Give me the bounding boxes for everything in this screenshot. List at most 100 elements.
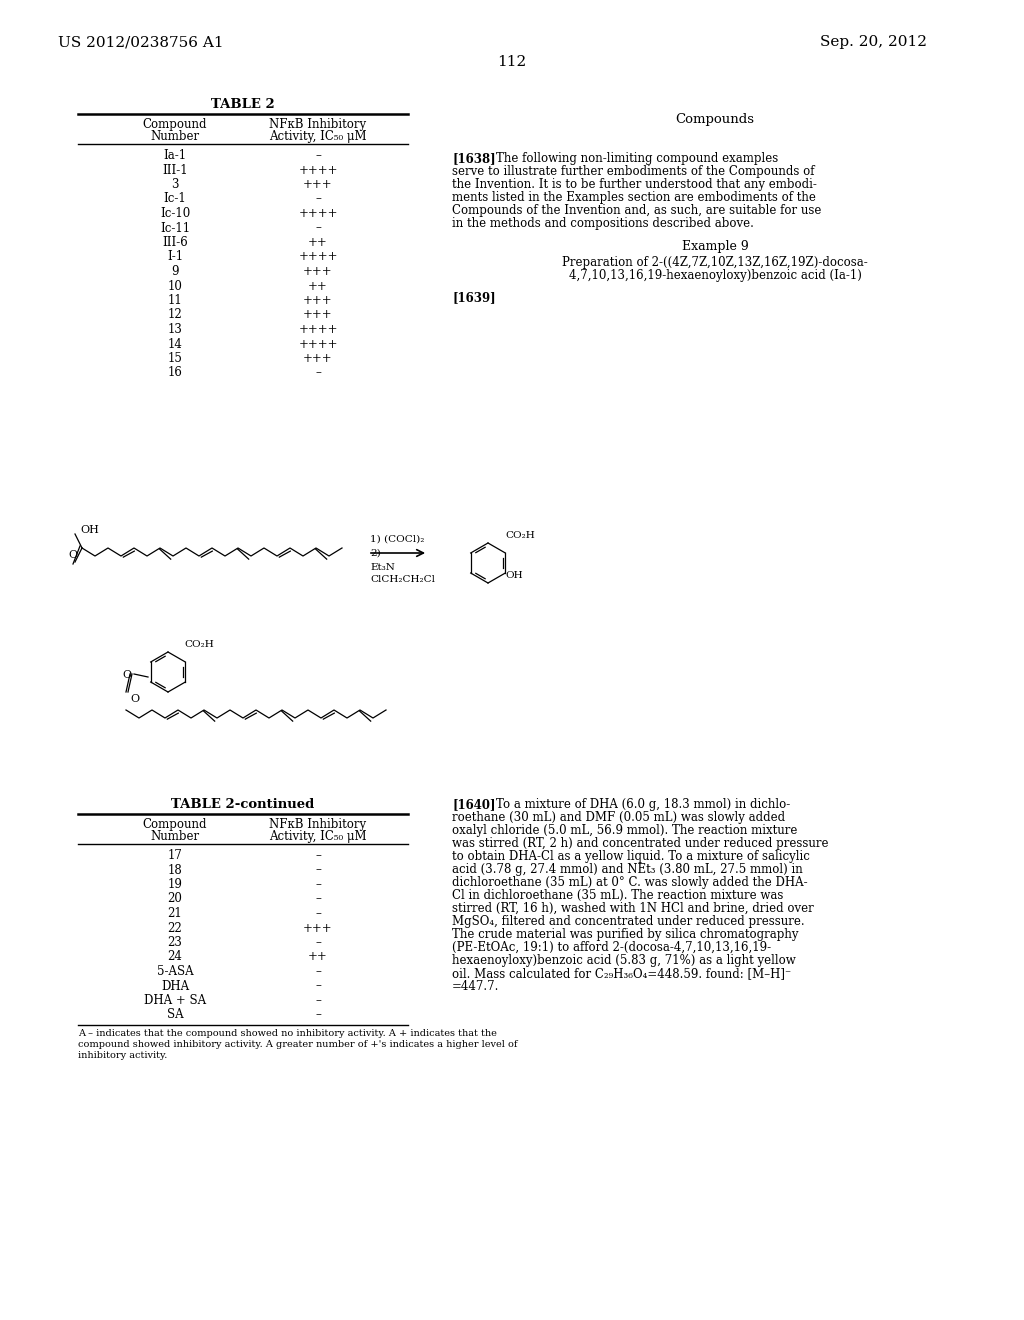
Text: acid (3.78 g, 27.4 mmol) and NEt₃ (3.80 mL, 27.5 mmol) in: acid (3.78 g, 27.4 mmol) and NEt₃ (3.80 … <box>452 863 803 876</box>
Text: TABLE 2: TABLE 2 <box>211 98 274 111</box>
Text: NFκB Inhibitory: NFκB Inhibitory <box>269 117 367 131</box>
Text: ++: ++ <box>308 280 328 293</box>
Text: 16: 16 <box>168 367 182 380</box>
Text: –: – <box>315 994 321 1007</box>
Text: –: – <box>315 907 321 920</box>
Text: Et₃N: Et₃N <box>370 564 395 572</box>
Text: Compounds of the Invention and, as such, are suitable for use: Compounds of the Invention and, as such,… <box>452 205 821 216</box>
Text: Activity, IC₅₀ μM: Activity, IC₅₀ μM <box>269 129 367 143</box>
Text: –: – <box>315 1008 321 1022</box>
Text: DHA + SA: DHA + SA <box>144 994 206 1007</box>
Text: 15: 15 <box>168 352 182 366</box>
Text: 4,7,10,13,16,19-hexaenoyloxy)benzoic acid (Ia-1): 4,7,10,13,16,19-hexaenoyloxy)benzoic aci… <box>568 269 861 282</box>
Text: OH: OH <box>505 572 522 579</box>
Text: in the methods and compositions described above.: in the methods and compositions describe… <box>452 216 754 230</box>
Text: 12: 12 <box>168 309 182 322</box>
Text: Compound: Compound <box>142 117 207 131</box>
Text: inhibitory activity.: inhibitory activity. <box>78 1051 167 1060</box>
Text: Sep. 20, 2012: Sep. 20, 2012 <box>820 36 927 49</box>
Text: Activity, IC₅₀ μM: Activity, IC₅₀ μM <box>269 830 367 843</box>
Text: I-1: I-1 <box>167 251 183 264</box>
Text: 19: 19 <box>168 878 182 891</box>
Text: Number: Number <box>151 129 200 143</box>
Text: Preparation of 2-((4Z,7Z,10Z,13Z,16Z,19Z)-docosa-: Preparation of 2-((4Z,7Z,10Z,13Z,16Z,19Z… <box>562 256 868 269</box>
Text: [1640]: [1640] <box>452 799 496 810</box>
Text: To a mixture of DHA (6.0 g, 18.3 mmol) in dichlo-: To a mixture of DHA (6.0 g, 18.3 mmol) i… <box>496 799 791 810</box>
Text: III-6: III-6 <box>162 236 187 249</box>
Text: Ic-11: Ic-11 <box>160 222 190 235</box>
Text: hexaenoyloxy)benzoic acid (5.83 g, 71%) as a light yellow: hexaenoyloxy)benzoic acid (5.83 g, 71%) … <box>452 954 796 968</box>
Text: –: – <box>315 892 321 906</box>
Text: –: – <box>315 965 321 978</box>
Text: 10: 10 <box>168 280 182 293</box>
Text: US 2012/0238756 A1: US 2012/0238756 A1 <box>58 36 223 49</box>
Text: TABLE 2-continued: TABLE 2-continued <box>171 799 314 810</box>
Text: ++++: ++++ <box>298 164 338 177</box>
Text: –: – <box>315 849 321 862</box>
Text: +++: +++ <box>303 921 333 935</box>
Text: Example 9: Example 9 <box>682 240 749 253</box>
Text: 1) (COCl)₂: 1) (COCl)₂ <box>370 535 424 544</box>
Text: 2): 2) <box>370 549 381 558</box>
Text: 23: 23 <box>168 936 182 949</box>
Text: 14: 14 <box>168 338 182 351</box>
Text: Compounds: Compounds <box>676 114 755 125</box>
Text: 22: 22 <box>168 921 182 935</box>
Text: 3: 3 <box>171 178 179 191</box>
Text: DHA: DHA <box>161 979 189 993</box>
Text: ++++: ++++ <box>298 338 338 351</box>
Text: NFκB Inhibitory: NFκB Inhibitory <box>269 818 367 832</box>
Text: The crude material was purified by silica chromatography: The crude material was purified by silic… <box>452 928 799 941</box>
Text: ++++: ++++ <box>298 251 338 264</box>
Text: –: – <box>315 979 321 993</box>
Text: –: – <box>315 193 321 206</box>
Text: –: – <box>315 149 321 162</box>
Text: 21: 21 <box>168 907 182 920</box>
Text: Number: Number <box>151 830 200 843</box>
Text: compound showed inhibitory activity. A greater number of +'s indicates a higher : compound showed inhibitory activity. A g… <box>78 1040 517 1049</box>
Text: ++: ++ <box>308 236 328 249</box>
Text: The following non-limiting compound examples: The following non-limiting compound exam… <box>496 152 778 165</box>
Text: 20: 20 <box>168 892 182 906</box>
Text: =447.7.: =447.7. <box>452 979 500 993</box>
Text: Compound: Compound <box>142 818 207 832</box>
Text: to obtain DHA-Cl as a yellow liquid. To a mixture of salicylic: to obtain DHA-Cl as a yellow liquid. To … <box>452 850 810 863</box>
Text: ++++: ++++ <box>298 207 338 220</box>
Text: SA: SA <box>167 1008 183 1022</box>
Text: O: O <box>130 694 139 704</box>
Text: 11: 11 <box>168 294 182 308</box>
Text: dichloroethane (35 mL) at 0° C. was slowly added the DHA-: dichloroethane (35 mL) at 0° C. was slow… <box>452 876 808 888</box>
Text: ments listed in the Examples section are embodiments of the: ments listed in the Examples section are… <box>452 191 816 205</box>
Text: CO₂H: CO₂H <box>505 531 535 540</box>
Text: 13: 13 <box>168 323 182 337</box>
Text: A – indicates that the compound showed no inhibitory activity. A + indicates tha: A – indicates that the compound showed n… <box>78 1030 497 1038</box>
Text: 17: 17 <box>168 849 182 862</box>
Text: roethane (30 mL) and DMF (0.05 mL) was slowly added: roethane (30 mL) and DMF (0.05 mL) was s… <box>452 810 785 824</box>
Text: Cl in dichloroethane (35 mL). The reaction mixture was: Cl in dichloroethane (35 mL). The reacti… <box>452 888 783 902</box>
Text: [1638]: [1638] <box>452 152 496 165</box>
Text: Ic-10: Ic-10 <box>160 207 190 220</box>
Text: CO₂H: CO₂H <box>184 640 214 649</box>
Text: ClCH₂CH₂Cl: ClCH₂CH₂Cl <box>370 576 435 583</box>
Text: +++: +++ <box>303 294 333 308</box>
Text: –: – <box>315 222 321 235</box>
Text: +++: +++ <box>303 178 333 191</box>
Text: Ia-1: Ia-1 <box>164 149 186 162</box>
Text: –: – <box>315 936 321 949</box>
Text: +++: +++ <box>303 352 333 366</box>
Text: (PE-EtOAc, 19:1) to afford 2-(docosa-4,7,10,13,16,19-: (PE-EtOAc, 19:1) to afford 2-(docosa-4,7… <box>452 941 771 954</box>
Text: +++: +++ <box>303 309 333 322</box>
Text: –: – <box>315 863 321 876</box>
Text: oxalyl chloride (5.0 mL, 56.9 mmol). The reaction mixture: oxalyl chloride (5.0 mL, 56.9 mmol). The… <box>452 824 798 837</box>
Text: O: O <box>68 550 77 560</box>
Text: [1639]: [1639] <box>452 290 496 304</box>
Text: +++: +++ <box>303 265 333 279</box>
Text: serve to illustrate further embodiments of the Compounds of: serve to illustrate further embodiments … <box>452 165 814 178</box>
Text: 9: 9 <box>171 265 179 279</box>
Text: was stirred (RT, 2 h) and concentrated under reduced pressure: was stirred (RT, 2 h) and concentrated u… <box>452 837 828 850</box>
Text: 18: 18 <box>168 863 182 876</box>
Text: 24: 24 <box>168 950 182 964</box>
Text: Ic-1: Ic-1 <box>164 193 186 206</box>
Text: ++++: ++++ <box>298 323 338 337</box>
Text: stirred (RT, 16 h), washed with 1N HCl and brine, dried over: stirred (RT, 16 h), washed with 1N HCl a… <box>452 902 814 915</box>
